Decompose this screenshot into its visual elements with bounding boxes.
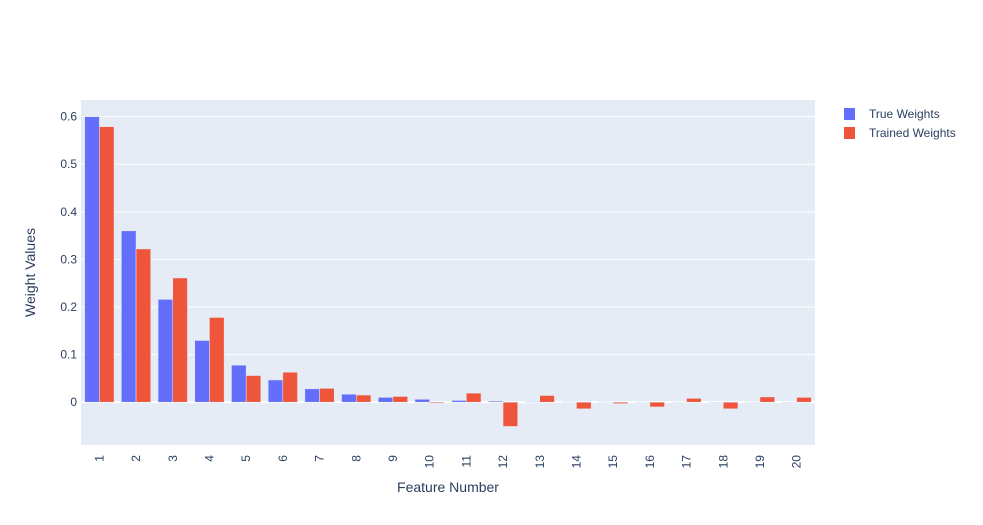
bar-trained-weights-4[interactable] bbox=[209, 317, 225, 403]
bars bbox=[84, 116, 812, 427]
bar-trained-weights-19[interactable] bbox=[759, 396, 775, 403]
x-tick-label: 3 bbox=[166, 455, 180, 462]
legend-swatch bbox=[844, 108, 855, 120]
legend[interactable]: True Weights Trained Weights bbox=[844, 107, 956, 140]
x-tick-label: 11 bbox=[459, 455, 473, 468]
bar-true-weights-20[interactable] bbox=[781, 401, 797, 403]
y-tick-label: 0.4 bbox=[60, 205, 77, 219]
bar-trained-weights-14[interactable] bbox=[576, 401, 592, 410]
x-tick-label: 12 bbox=[496, 455, 510, 469]
bar-true-weights-13[interactable] bbox=[524, 401, 541, 403]
legend-item-trained-weights[interactable]: Trained Weights bbox=[844, 126, 956, 140]
bar-trained-weights-1[interactable] bbox=[99, 126, 115, 403]
bar-true-weights-19[interactable] bbox=[745, 401, 761, 403]
plot-area bbox=[81, 100, 815, 445]
bar-trained-weights-8[interactable] bbox=[356, 394, 372, 403]
x-tick-label: 6 bbox=[276, 455, 290, 462]
bar-true-weights-15[interactable] bbox=[598, 401, 614, 403]
bar-true-weights-5[interactable] bbox=[231, 364, 247, 403]
bar-trained-weights-18[interactable] bbox=[723, 401, 739, 410]
bar-trained-weights-9[interactable] bbox=[392, 396, 408, 403]
bar-trained-weights-10[interactable] bbox=[429, 401, 445, 404]
y-tick-label: 0.1 bbox=[60, 348, 77, 362]
x-tick-label: 13 bbox=[533, 455, 547, 469]
bar-trained-weights-3[interactable] bbox=[172, 277, 188, 403]
bar-true-weights-16[interactable] bbox=[634, 401, 651, 403]
legend-label: Trained Weights bbox=[869, 126, 956, 140]
x-tick-label: 14 bbox=[569, 455, 583, 469]
bar-true-weights-6[interactable] bbox=[267, 379, 284, 403]
x-tick-label: 17 bbox=[680, 455, 694, 469]
bar-trained-weights-16[interactable] bbox=[649, 401, 665, 408]
bar-true-weights-3[interactable] bbox=[157, 299, 174, 403]
bar-trained-weights-15[interactable] bbox=[612, 401, 629, 404]
bar-trained-weights-13[interactable] bbox=[539, 395, 555, 403]
bar-trained-weights-11[interactable] bbox=[466, 392, 482, 403]
bar-true-weights-12[interactable] bbox=[488, 400, 504, 403]
y-tick-label: 0.5 bbox=[60, 157, 77, 171]
legend-swatch bbox=[844, 127, 855, 139]
bar-trained-weights-5[interactable] bbox=[245, 375, 262, 403]
bar-true-weights-18[interactable] bbox=[708, 401, 724, 403]
x-tick-label: 19 bbox=[753, 455, 767, 469]
legend-item-true-weights[interactable]: True Weights bbox=[844, 107, 940, 121]
x-tick-label: 18 bbox=[716, 455, 730, 469]
y-axis-title: Weight Values bbox=[22, 228, 38, 317]
bar-true-weights-17[interactable] bbox=[671, 401, 687, 403]
x-tick-label: 9 bbox=[386, 455, 400, 462]
y-tick-label: 0.3 bbox=[60, 252, 77, 266]
y-axis-ticks: 0 0.1 0.2 0.3 0.4 0.5 0.6 bbox=[60, 110, 77, 410]
x-tick-label: 10 bbox=[423, 455, 437, 469]
bar-trained-weights-6[interactable] bbox=[282, 371, 298, 403]
bar-trained-weights-20[interactable] bbox=[796, 397, 812, 403]
x-tick-label: 2 bbox=[129, 455, 143, 462]
y-tick-label: 0.2 bbox=[60, 300, 77, 314]
x-tick-label: 15 bbox=[606, 455, 620, 469]
x-axis-title: Feature Number bbox=[397, 479, 499, 495]
bar-trained-weights-2[interactable] bbox=[135, 248, 151, 403]
bar-true-weights-11[interactable] bbox=[451, 400, 467, 403]
x-tick-label: 5 bbox=[239, 455, 253, 462]
x-tick-label: 16 bbox=[643, 455, 657, 469]
x-axis-ticks: 1 2 3 4 5 6 7 8 9 10 11 12 13 14 15 16 17 18 19 20 bbox=[92, 455, 803, 469]
bar-true-weights-8[interactable] bbox=[341, 393, 357, 403]
bar-true-weights-10[interactable] bbox=[414, 399, 430, 403]
x-tick-label: 7 bbox=[313, 455, 327, 462]
bar-true-weights-1[interactable] bbox=[84, 116, 100, 403]
bar-true-weights-4[interactable] bbox=[194, 340, 210, 403]
x-tick-label: 4 bbox=[202, 455, 216, 462]
x-tick-label: 20 bbox=[790, 455, 804, 469]
bar-true-weights-7[interactable] bbox=[304, 388, 320, 403]
bar-true-weights-9[interactable] bbox=[378, 397, 394, 403]
x-tick-label: 1 bbox=[92, 455, 106, 462]
bar-trained-weights-12[interactable] bbox=[502, 401, 518, 427]
y-tick-label: 0.6 bbox=[60, 110, 77, 124]
bar-true-weights-14[interactable] bbox=[561, 401, 577, 403]
legend-label: True Weights bbox=[869, 107, 940, 121]
bar-trained-weights-7[interactable] bbox=[319, 388, 335, 403]
y-tick-label: 0 bbox=[70, 395, 77, 409]
x-tick-label: 8 bbox=[349, 455, 363, 462]
bar-trained-weights-17[interactable] bbox=[686, 398, 702, 403]
bar-true-weights-2[interactable] bbox=[121, 230, 137, 403]
